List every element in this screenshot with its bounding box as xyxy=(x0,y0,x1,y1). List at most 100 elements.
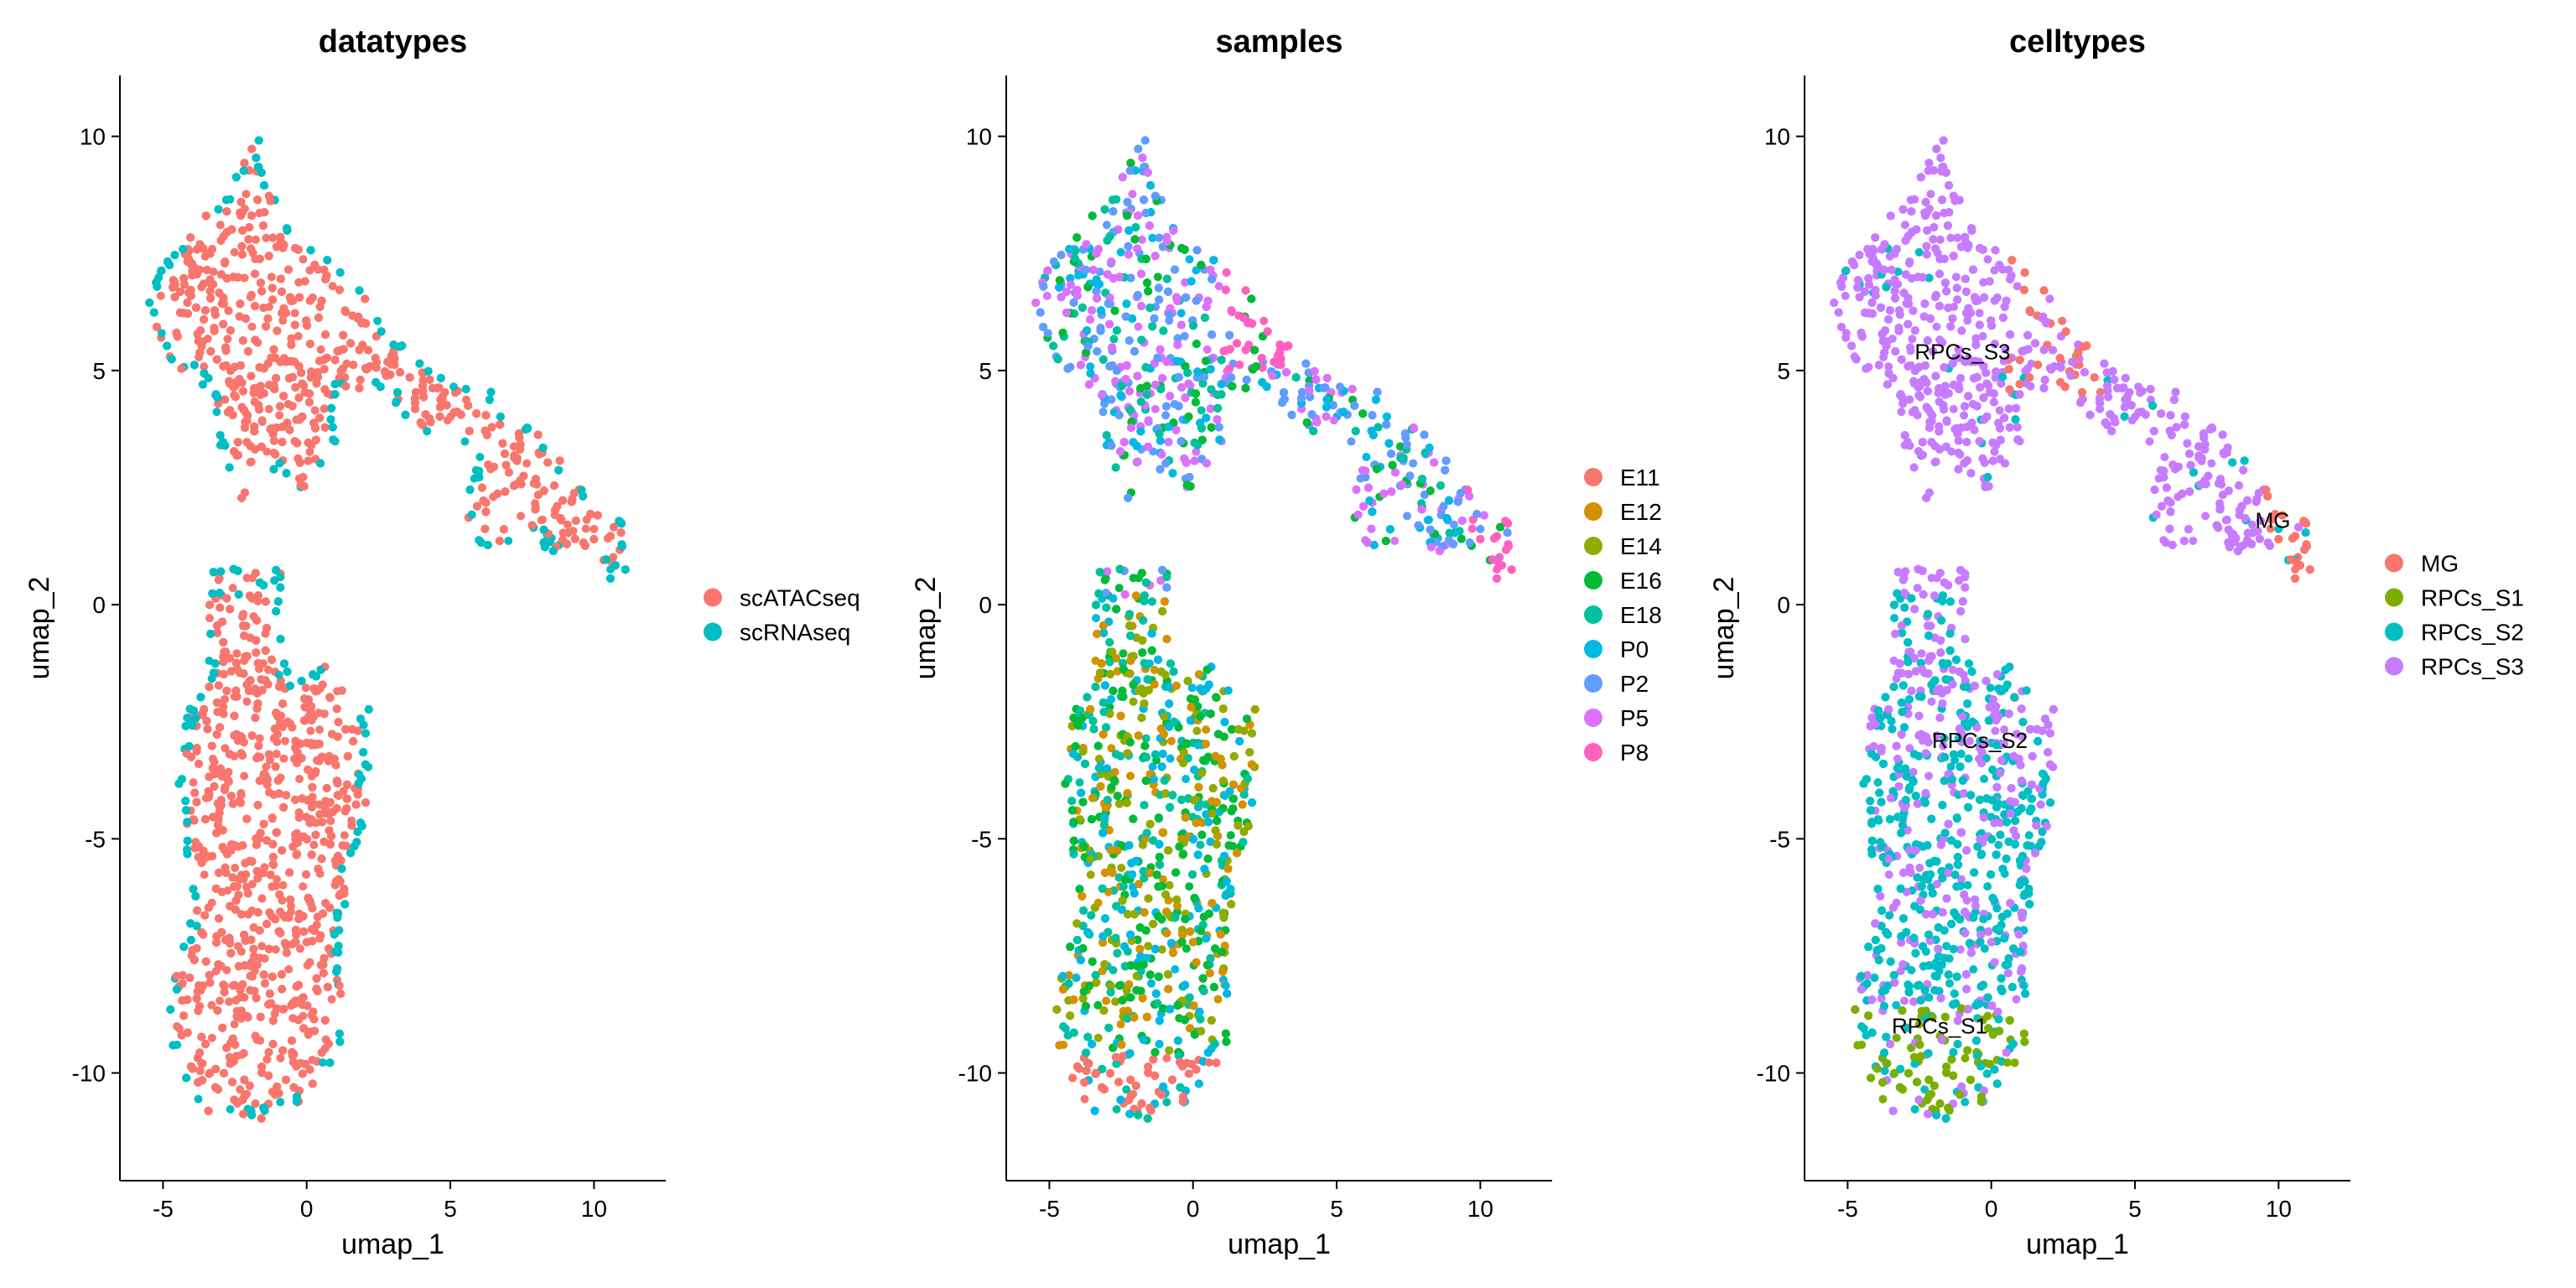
data-point xyxy=(183,1028,192,1037)
data-point xyxy=(221,783,230,792)
data-point xyxy=(295,944,304,953)
data-point xyxy=(278,1046,288,1055)
data-point xyxy=(252,615,262,625)
data-point xyxy=(205,600,214,610)
data-point xyxy=(303,1001,312,1010)
data-point xyxy=(435,412,444,421)
data-point xyxy=(183,298,192,307)
data-point xyxy=(206,347,216,356)
data-point xyxy=(200,315,209,324)
data-point xyxy=(175,287,184,296)
data-point xyxy=(179,1011,189,1021)
data-point xyxy=(192,797,201,807)
panel-title: datatypes xyxy=(319,24,467,60)
data-point xyxy=(294,813,304,822)
data-point xyxy=(231,995,241,1005)
data-point xyxy=(226,948,236,958)
data-point xyxy=(279,392,288,401)
data-point xyxy=(202,265,211,274)
data-point xyxy=(240,771,249,781)
data-point xyxy=(293,849,301,859)
data-point xyxy=(543,458,553,467)
data-point xyxy=(207,1000,216,1010)
data-point xyxy=(305,447,314,456)
data-point xyxy=(496,420,505,429)
data-point xyxy=(200,911,210,920)
data-point xyxy=(200,704,209,714)
data-point xyxy=(426,418,435,427)
data-point xyxy=(310,261,319,269)
data-point xyxy=(251,1099,260,1109)
data-point xyxy=(219,319,228,329)
data-point xyxy=(347,821,356,830)
data-point xyxy=(314,313,323,322)
data-point xyxy=(248,880,257,889)
data-point xyxy=(309,712,319,721)
data-point xyxy=(307,740,316,750)
data-point xyxy=(213,1006,222,1015)
data-point xyxy=(326,816,335,825)
data-point xyxy=(285,868,294,877)
data-point xyxy=(493,489,502,498)
data-point xyxy=(305,296,314,305)
data-point xyxy=(185,974,195,983)
data-point xyxy=(196,326,205,335)
data-point xyxy=(303,321,312,330)
data-point xyxy=(255,363,264,372)
data-point xyxy=(252,636,261,645)
data-point xyxy=(351,800,361,809)
data-point xyxy=(222,686,231,695)
data-point xyxy=(272,750,281,759)
data-point xyxy=(563,520,572,529)
data-point xyxy=(205,614,214,623)
data-point xyxy=(252,840,261,849)
data-point xyxy=(306,726,315,735)
data-point xyxy=(244,347,252,356)
data-point xyxy=(212,730,221,739)
data-point xyxy=(313,986,322,995)
data-point xyxy=(288,842,298,851)
data-point xyxy=(325,797,335,807)
data-point xyxy=(571,517,580,525)
data-point xyxy=(212,698,221,707)
data-point xyxy=(512,454,522,463)
data-point xyxy=(247,244,256,253)
data-point xyxy=(257,942,267,951)
data-point xyxy=(318,909,327,918)
data-point xyxy=(334,718,343,727)
data-point xyxy=(421,410,430,419)
data-point xyxy=(274,789,283,798)
data-point xyxy=(255,254,264,263)
data-point xyxy=(276,1054,285,1062)
data-point xyxy=(425,375,434,384)
data-point xyxy=(277,970,286,979)
data-point xyxy=(292,930,301,939)
data-point xyxy=(259,304,268,313)
data-point xyxy=(183,995,192,1005)
data-point xyxy=(290,437,299,446)
data-point xyxy=(285,425,294,434)
data-point xyxy=(279,754,288,763)
data-point xyxy=(501,449,509,459)
data-point xyxy=(331,856,340,865)
data-point xyxy=(349,361,358,370)
data-point xyxy=(247,457,256,466)
data-point xyxy=(242,190,251,199)
data-point xyxy=(319,709,329,719)
data-point xyxy=(176,308,184,317)
data-point xyxy=(275,890,284,899)
data-point xyxy=(273,776,283,785)
data-point xyxy=(271,945,280,954)
data-point xyxy=(309,1015,319,1024)
data-point xyxy=(310,406,319,415)
data-point xyxy=(325,693,335,702)
data-point xyxy=(299,993,308,1002)
data-point xyxy=(205,1068,215,1078)
data-point xyxy=(242,870,251,879)
data-point xyxy=(234,942,243,951)
data-point xyxy=(481,507,491,517)
data-point xyxy=(247,211,256,221)
data-point xyxy=(261,597,270,606)
data-point xyxy=(214,681,223,690)
data-point xyxy=(258,221,267,231)
